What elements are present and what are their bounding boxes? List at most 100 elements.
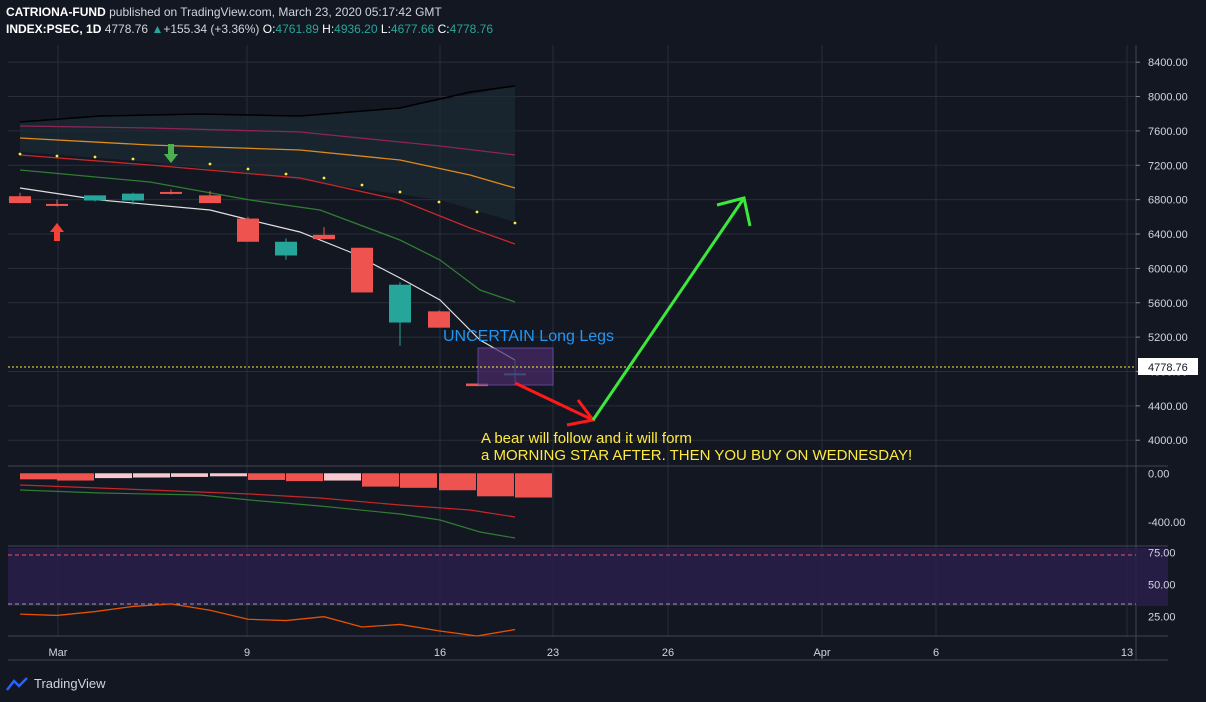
footer-brand-text: TradingView [34,676,106,691]
close-label: C: [437,22,450,36]
published-text: published on TradingView.com, March 23, … [109,5,442,19]
last-price: 4778.76 [104,22,149,36]
psar-dot [475,210,479,214]
macd-bar [439,473,476,491]
rsi-band [8,548,1168,606]
low-label: L: [380,22,391,36]
psar-dot [246,167,250,171]
macd-tick-label: 0.00 [1148,468,1169,480]
symbol-label: INDEX:PSEC, 1D [6,22,102,36]
psar-dot [284,172,288,176]
macd-bar [133,473,170,478]
macd-bar [477,473,514,497]
x-tick-label: 13 [1121,647,1133,659]
macd-bar [286,473,323,482]
bollinger-upper [19,85,516,123]
macd-bar [515,473,552,498]
ma-line-white [19,187,516,361]
last-price-badge-text: 4778.76 [1148,362,1188,374]
macd-bar [400,473,437,488]
open-value: 4761.89 [275,22,319,36]
x-tick-label: 6 [933,647,939,659]
candle-body [9,196,31,204]
macd-tick-label: -400.00 [1148,517,1185,529]
change-up-icon: ▲ [151,22,164,36]
candle-body [389,284,411,323]
annotation-uncertain: UNCERTAIN Long Legs [443,328,614,345]
close-value: 4778.76 [449,22,494,36]
x-tick-label: Apr [813,647,830,659]
y-tick-label: 5200.00 [1148,332,1188,344]
candle-body [160,191,182,194]
psar-dot [437,200,441,204]
macd-bar [248,473,285,480]
candle-body [275,241,297,256]
psar-dot [513,221,517,225]
psar-dot [93,155,97,159]
high-label: H: [322,22,335,36]
publisher-name: CATRIONA-FUND [6,5,106,19]
open-label: O: [262,22,276,36]
high-value: 4936.20 [334,22,378,36]
candle-body [46,203,68,206]
time-axis: Mar 9 16 23 26 Apr 6 13 [49,647,1134,659]
candle-body [84,195,106,201]
ma-line-purple [19,125,516,156]
candle-body [122,193,144,201]
psar-dot [18,152,22,156]
y-tick-label: 5600.00 [1148,298,1188,310]
x-tick-label: 23 [547,647,559,659]
candle-body [313,234,335,240]
psar-dot [208,162,212,166]
green-arrow-line [591,197,746,421]
y-tick-label: 6800.00 [1148,195,1188,207]
macd-bar [324,473,361,481]
candles [9,189,526,387]
x-tick-label: 9 [244,647,250,659]
macd-signal-line [19,484,516,518]
y-tick-label: 8400.00 [1148,57,1188,69]
psar-dot [322,176,326,180]
macd-line [19,489,516,539]
green-arrow-head [716,196,752,227]
y-tick-label: 6000.00 [1148,263,1188,275]
change-value: +155.34 (+3.36%) [163,22,260,36]
candle-body [237,218,259,242]
low-value: 4677.66 [390,22,435,36]
bollinger-fill [20,86,515,222]
rsi-tick-label: 25.00 [1148,612,1176,624]
macd-histogram [20,473,552,498]
macd-bar [20,473,57,480]
macd-bar [95,473,132,479]
candle-body [428,311,450,328]
y-tick-label: 4000.00 [1148,435,1188,447]
rsi-tick-label: 75.00 [1148,547,1176,559]
annotation-bear: A bear will follow and it will form [481,430,692,447]
rsi-tick-label: 50.00 [1148,580,1176,592]
macd-bar [57,473,94,481]
psar-dot [360,183,364,187]
psar-dots [18,152,517,225]
x-tick-label: 26 [662,647,674,659]
ma-line-orange [19,137,516,189]
psar-dot [398,190,402,194]
macd-bar [210,473,247,477]
psar-dot [131,157,135,161]
macd-bar [362,473,399,487]
red-arrow-line [514,381,594,422]
footer-brand[interactable]: TradingView [6,676,106,691]
tradingview-logo-icon [6,676,28,691]
arrow-down-green-shape [164,144,178,163]
y-tick-label: 7200.00 [1148,160,1188,172]
candle-body [199,195,221,204]
y-tick-label: 8000.00 [1148,92,1188,104]
ma-line-red [19,154,516,245]
macd-bar [171,473,208,477]
ma-line-green [19,169,516,303]
price-axis: 8400.00 8000.00 7600.00 7200.00 6800.00 6400.… [1136,57,1188,624]
last-price-badge [1138,358,1198,375]
candle-body [466,383,488,387]
psar-dot [55,154,59,158]
y-tick-label: 4400.00 [1148,401,1188,413]
